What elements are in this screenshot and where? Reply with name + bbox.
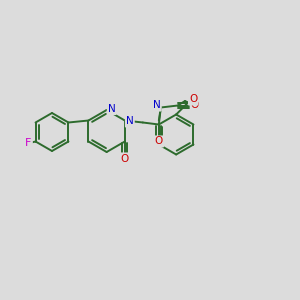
- Text: N: N: [153, 100, 161, 110]
- Text: N: N: [126, 116, 134, 127]
- Text: O: O: [189, 94, 197, 104]
- Text: N: N: [108, 104, 116, 114]
- Text: O: O: [155, 136, 163, 146]
- Text: O: O: [191, 100, 199, 110]
- Text: O: O: [121, 154, 129, 164]
- Text: F: F: [26, 139, 32, 148]
